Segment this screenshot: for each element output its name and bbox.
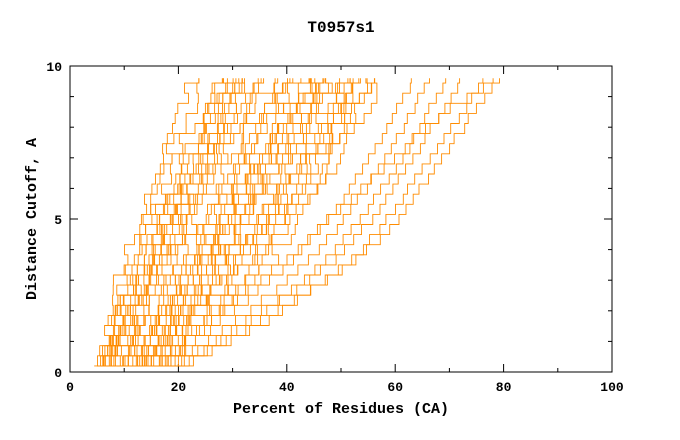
model-curve [172, 78, 484, 367]
model-curve [162, 78, 430, 367]
model-curve [100, 78, 243, 367]
model-curve [142, 78, 324, 367]
x-tick-label: 100 [600, 380, 624, 395]
x-tick-label: 40 [279, 380, 295, 395]
model-curve [168, 78, 447, 367]
model-curve [151, 78, 494, 367]
model-curve [124, 78, 276, 367]
x-tick-label: 60 [387, 380, 403, 395]
y-tick-label: 0 [54, 366, 62, 381]
model-curve [138, 78, 360, 367]
model-curve [116, 78, 279, 367]
model-curve [167, 78, 500, 367]
x-tick-label: 20 [171, 380, 187, 395]
model-curve [124, 78, 321, 367]
x-tick-label: 80 [496, 380, 512, 395]
chart-title: T0957s1 [307, 19, 374, 37]
y-axis-label: Distance Cutoff, A [24, 138, 41, 300]
model-curve [117, 78, 265, 367]
model-curve [152, 78, 341, 367]
model-curve [97, 78, 200, 367]
model-curve [153, 78, 353, 367]
model-curve [151, 78, 376, 367]
x-axis-label: Percent of Residues (CA) [233, 401, 449, 418]
model-curve [112, 78, 262, 367]
model-curve [117, 78, 316, 367]
curve-series [94, 78, 500, 367]
x-tick-label: 0 [66, 380, 74, 395]
y-tick-label: 10 [46, 60, 62, 75]
model-curve [137, 78, 368, 367]
model-curve [135, 78, 325, 367]
model-curve [103, 78, 224, 367]
model-curve [100, 78, 240, 367]
axes: 0 20 40 60 80 100 0 5 10 [46, 60, 624, 395]
y-tick-label: 5 [54, 213, 62, 228]
model-curve [94, 78, 200, 367]
model-curve [157, 78, 378, 367]
model-curve [146, 78, 351, 367]
